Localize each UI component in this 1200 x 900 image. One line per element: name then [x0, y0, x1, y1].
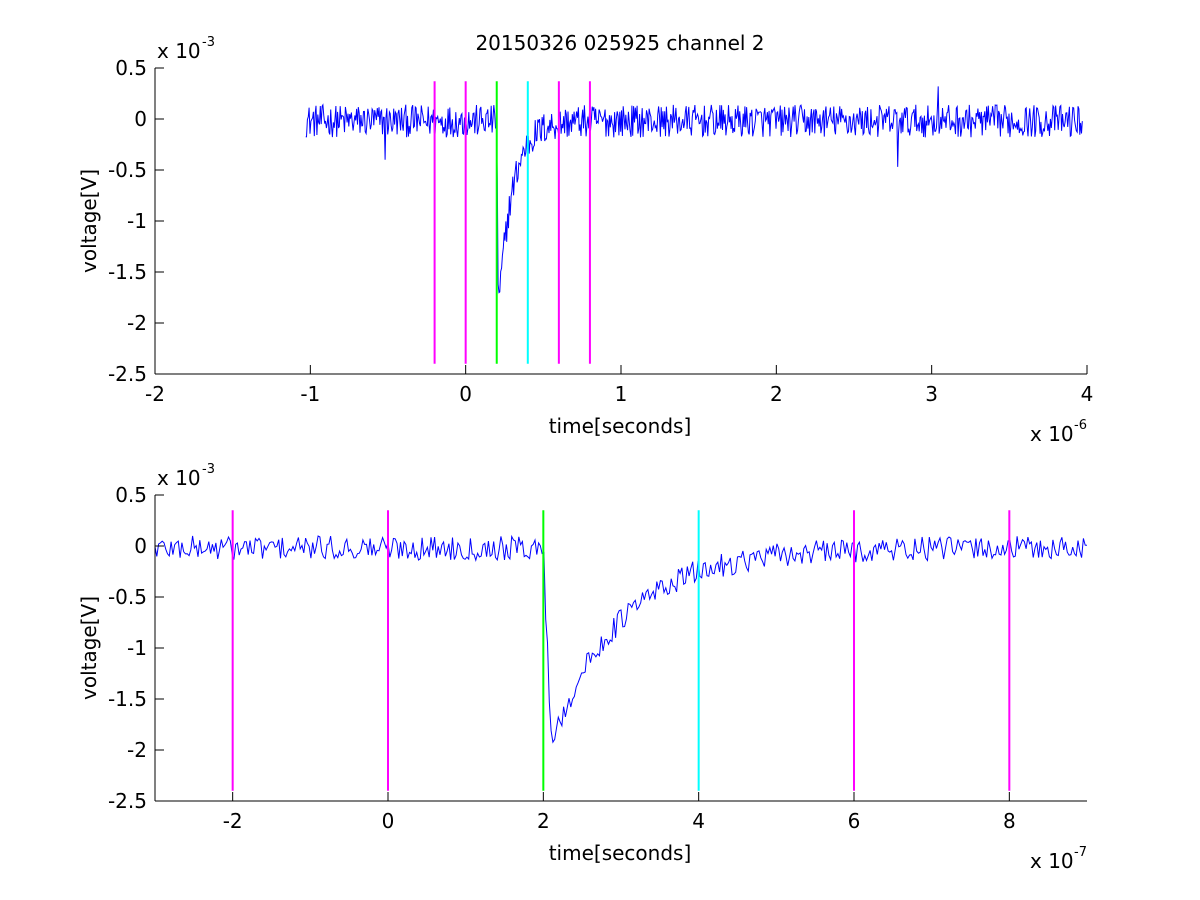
x-tick-label: 2 [537, 809, 550, 833]
x-axis-label: time[seconds] [549, 841, 692, 865]
x-tick-label: 4 [692, 809, 705, 833]
figure-title: 20150326 025925 channel 2 [475, 31, 764, 55]
y-multiplier: x 10 [157, 466, 201, 490]
y-tick-label: -1 [127, 636, 147, 660]
x-tick-label: -2 [223, 809, 243, 833]
y-tick-label: -1.5 [108, 260, 147, 284]
x-tick-label: 0 [382, 809, 395, 833]
x-tick-label: 4 [1081, 382, 1094, 406]
y-tick-label: -2 [127, 311, 147, 335]
x-tick-label: -2 [145, 382, 165, 406]
y-axis-label: voltage[V] [77, 169, 101, 273]
x-tick-label: 6 [848, 809, 861, 833]
x-tick-label: -1 [300, 382, 320, 406]
x-tick-label: 1 [615, 382, 628, 406]
x-multiplier-exponent: -6 [1074, 418, 1087, 433]
y-axis-label: voltage[V] [77, 596, 101, 700]
top-axes: -2 -1 0 1 2 3 40.50-0.5-1-1.5-2-2.5time[second… [77, 35, 1093, 446]
y-multiplier-exponent: -3 [202, 35, 215, 50]
x-axis-label: time[seconds] [549, 414, 692, 438]
x-multiplier-exponent: -7 [1074, 845, 1087, 860]
y-tick-label: 0 [134, 534, 147, 558]
y-tick-label: -0.5 [108, 585, 147, 609]
y-tick-label: -1.5 [108, 687, 147, 711]
x-multiplier: x 10 [1030, 422, 1074, 446]
y-tick-label: -2.5 [108, 789, 147, 813]
y-tick-label: -2 [127, 738, 147, 762]
bottom-axes: -2 0 2 4 6 8 0.5 0 -0.5 -1 -1.5 -2 -2.5 time[seconds]… [77, 462, 1088, 873]
y-tick-label: -1 [127, 209, 147, 233]
y-tick-label: -2.5 [108, 362, 147, 386]
y-tick-label: 0.5 [115, 56, 147, 80]
y-tick-label: 0 [134, 107, 147, 131]
x-tick-label: 3 [925, 382, 938, 406]
y-multiplier-exponent: -3 [202, 462, 215, 477]
x-multiplier: x 10 [1030, 849, 1074, 873]
x-tick-label: 8 [1003, 809, 1016, 833]
signal-trace [154, 534, 1088, 744]
x-tick-label: 2 [770, 382, 783, 406]
y-multiplier: x 10 [157, 39, 201, 63]
y-tick-label: -0.5 [108, 158, 147, 182]
y-tick-label: 0.5 [115, 483, 147, 507]
x-tick-label: 0 [459, 382, 472, 406]
